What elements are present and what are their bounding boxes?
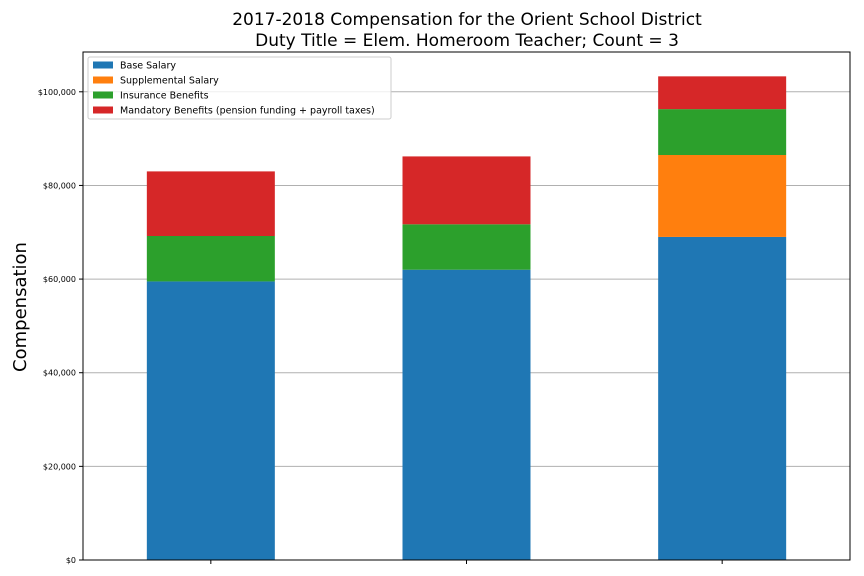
y-tick-label: $40,000: [43, 369, 76, 378]
y-tick-label: $60,000: [43, 275, 76, 284]
bar-segment-series-2-cat-0: [146, 236, 275, 282]
bar-segment-series-3-cat-1: [402, 156, 531, 225]
bar-segment-series-2-cat-2: [658, 109, 787, 156]
legend-swatch-1: [93, 76, 113, 84]
bar-segment-series-2-cat-1: [402, 224, 531, 270]
bar-segment-series-3-cat-0: [146, 171, 275, 237]
bar-segment-series-0-cat-0: [146, 281, 275, 560]
y-tick-label: $80,000: [43, 181, 76, 190]
legend-frame: [87, 56, 392, 120]
legend-swatch-2: [93, 91, 113, 99]
legend-label-0: Base Salary: [120, 61, 176, 72]
legend-swatch-3: [93, 106, 113, 114]
legend: Base Salary Supplemental Salary Insurance …: [87, 56, 392, 120]
chart-subtitle: Duty Title = Elem. Homeroom Teacher; Cou…: [255, 31, 679, 51]
y-axis-label: Compensation: [10, 242, 31, 372]
bar-segment-series-0-cat-2: [658, 236, 787, 560]
legend-label-1: Supplemental Salary: [120, 76, 219, 87]
y-tick-label: $20,000: [43, 462, 76, 471]
bar-segment-series-1-cat-2: [658, 155, 787, 237]
legend-swatch-0: [93, 61, 113, 69]
y-tick-label: $100,000: [38, 88, 76, 97]
bar-segment-series-3-cat-2: [658, 76, 787, 110]
legend-label-2: Insurance Benefits: [120, 91, 209, 102]
axis-ticks: $0 $20,000 $40,000 $60,000 $80,000 $100,000: [38, 88, 723, 565]
y-tick-label: $0: [66, 556, 76, 565]
bars: [146, 76, 787, 560]
legend-label-3: Mandatory Benefits (pension funding + pa…: [120, 106, 375, 117]
chart-title: 2017-2018 Compensation for the Orient Sc…: [232, 10, 702, 30]
bar-segment-series-0-cat-1: [402, 269, 531, 560]
